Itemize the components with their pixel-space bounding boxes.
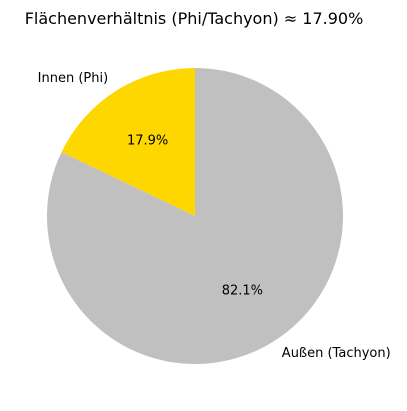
slice-label: Innen (Phi) xyxy=(38,71,109,86)
pie-labels: Innen (Phi) 17.9% Außen (Tachyon) 82.1% xyxy=(38,71,391,361)
slice-percent-label: 82.1% xyxy=(222,284,263,299)
pie-slice xyxy=(47,68,344,364)
slice-percent-label: 17.9% xyxy=(127,133,168,148)
chart-title: Flächenverhältnis (Phi/Tachyon) ≈ 17.90% xyxy=(25,9,364,28)
pie-slice xyxy=(61,68,195,216)
pie-slices xyxy=(47,68,344,364)
slice-label: Außen (Tachyon) xyxy=(282,346,391,361)
